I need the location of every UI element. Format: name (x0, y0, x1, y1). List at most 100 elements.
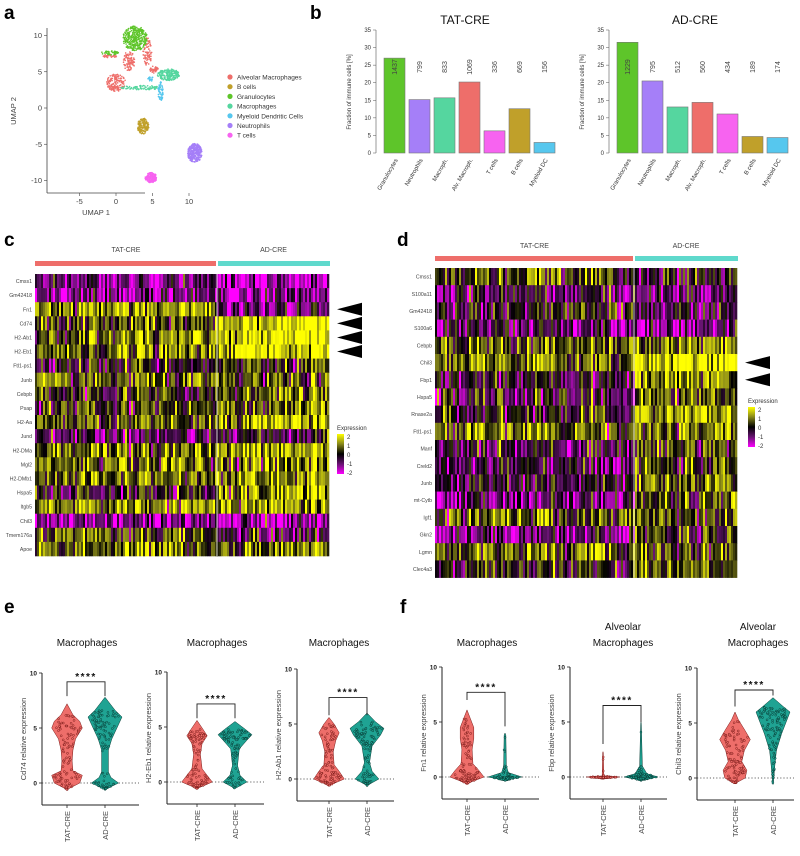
umap-point (115, 74, 117, 76)
heatmap-cell (79, 302, 82, 317)
heatmap-cell (49, 358, 52, 373)
y-tick-label: 20 (597, 81, 604, 87)
heatmap-cell (113, 527, 116, 543)
heatmap-cell (233, 302, 236, 317)
heatmap-cell (195, 400, 198, 416)
heatmap-cell (123, 541, 126, 557)
heatmap-cell (299, 358, 302, 373)
heatmap-cell (243, 457, 246, 472)
heatmap-cell (185, 274, 188, 289)
heatmap-cell (107, 443, 110, 458)
heatmap-cell (189, 513, 192, 529)
heatmap-cell (289, 400, 292, 416)
heatmap-cell (129, 443, 132, 458)
heatmap-cell (209, 429, 212, 444)
heatmap-cell (229, 330, 232, 345)
heatmap-cell (197, 415, 200, 430)
y-tick-label: 30 (597, 46, 604, 52)
heatmap-cell (139, 485, 142, 500)
heatmap-cell (137, 386, 140, 402)
heatmap-cell (281, 485, 284, 500)
heatmap-cell (173, 400, 176, 416)
heatmap-cell (97, 274, 100, 289)
heatmap-cell (321, 429, 324, 444)
heatmap-cell (147, 400, 150, 416)
heatmap-cell (213, 330, 216, 345)
heatmap-cell (143, 400, 146, 416)
heatmap-cell (193, 513, 196, 529)
umap-point (166, 69, 168, 71)
heatmap-cell (55, 485, 58, 500)
heatmap-cell (233, 457, 236, 472)
heatmap-cell (293, 471, 296, 486)
heatmap-cell (323, 457, 326, 472)
heatmap-cell (143, 302, 146, 317)
bar (766, 137, 789, 154)
heatmap-cell (47, 400, 50, 416)
heatmap-cell (285, 499, 288, 514)
heatmap-cell (309, 302, 312, 317)
heatmap-cell (51, 485, 54, 500)
heatmap-cell (325, 330, 328, 345)
heatmap-cell (129, 457, 132, 472)
heatmap-cell (209, 541, 212, 557)
heatmap-cell (157, 344, 160, 359)
heatmap-cell (197, 513, 200, 529)
umap-point (160, 96, 163, 99)
heatmap-cell (311, 302, 314, 317)
heatmap-cell (117, 513, 120, 529)
heatmap-cell (273, 386, 276, 402)
heatmap-cell (295, 415, 298, 430)
heatmap-cell (211, 344, 214, 359)
heatmap-cell (187, 358, 190, 373)
heatmap-cell (265, 358, 268, 373)
heatmap-cell (177, 344, 180, 359)
umap-point (113, 75, 116, 78)
heatmap-cell (235, 358, 238, 373)
heatmap-cell (319, 330, 322, 345)
heatmap-cell (287, 513, 290, 529)
heatmap-cell (135, 499, 138, 514)
heatmap-cell (81, 471, 84, 486)
heatmap-cell (137, 527, 140, 543)
heatmap-cell (221, 316, 224, 331)
legend-label: Macrophages (237, 104, 277, 111)
heatmap-cell (257, 527, 260, 543)
heatmap-cell (281, 386, 284, 402)
heatmap-cell (305, 358, 308, 373)
heatmap-cell (319, 429, 322, 444)
heatmap-cell (159, 485, 162, 500)
heatmap-cell (155, 358, 158, 373)
heatmap-cell (115, 372, 118, 388)
heatmap-cell (39, 274, 42, 289)
heatmap-cell (265, 400, 268, 416)
heatmap-cell (317, 527, 320, 543)
heatmap-cell (83, 499, 86, 514)
heatmap-cell (167, 302, 170, 317)
heatmap-cell (255, 513, 258, 529)
heatmap-cell (57, 316, 60, 331)
heatmap-cell (41, 358, 44, 373)
heatmap-cell (61, 288, 64, 303)
heatmap-cell (251, 415, 254, 430)
heatmap-cell (175, 527, 178, 543)
heatmap-cell (291, 288, 294, 303)
heatmap-cell (185, 316, 188, 331)
heatmap-cell (147, 457, 150, 472)
bar (741, 136, 764, 154)
heatmap-cell (239, 541, 242, 557)
heatmap-cell (225, 485, 228, 500)
heatmap-cell (167, 541, 170, 557)
heatmap-cell (81, 541, 84, 557)
heatmap-cell (287, 485, 290, 500)
heatmap-cell (281, 541, 284, 557)
heatmap-cell (181, 330, 184, 345)
heatmap-cell (173, 386, 176, 402)
heatmap-cell (183, 274, 186, 289)
heatmap-cell (303, 288, 306, 303)
heatmap-cell (53, 471, 56, 486)
heatmap-cell (245, 527, 248, 543)
umap-point (124, 56, 127, 59)
heatmap-cell (311, 541, 314, 557)
heatmap-cell (145, 288, 148, 303)
